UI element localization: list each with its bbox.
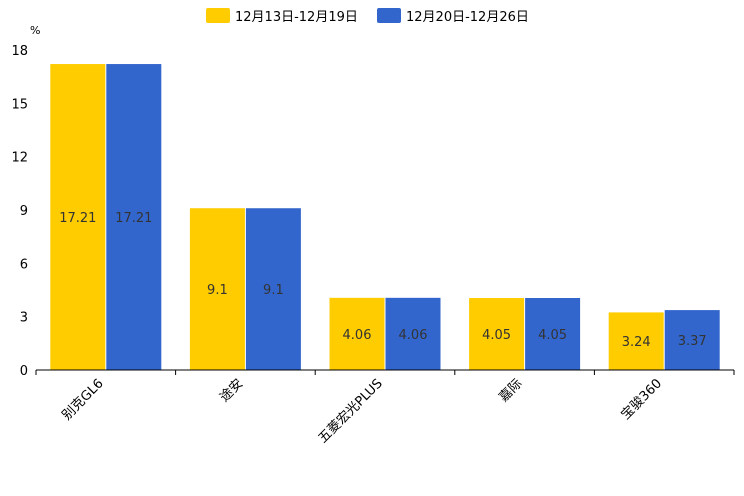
bar xyxy=(525,298,581,370)
x-tick-label: 五菱宏光PLUS xyxy=(316,376,386,446)
data-label: 17.21 xyxy=(59,211,96,226)
legend-swatch xyxy=(377,8,401,23)
data-label: 3.24 xyxy=(622,335,651,350)
data-label: 4.05 xyxy=(482,328,511,343)
y-tick-label: 12 xyxy=(11,151,28,166)
y-tick-label: 0 xyxy=(20,364,28,379)
data-label: 4.06 xyxy=(399,328,428,343)
y-tick-label: 6 xyxy=(20,257,28,272)
legend-label: 12月13日-12月19日 xyxy=(235,10,358,25)
x-tick-label: 途安 xyxy=(217,376,247,406)
y-tick-label: 3 xyxy=(20,311,28,326)
bar xyxy=(106,64,162,371)
x-tick-label: 宝骏360 xyxy=(618,376,665,423)
data-label: 3.37 xyxy=(678,334,707,349)
bar xyxy=(329,297,385,370)
data-label: 9.1 xyxy=(207,283,228,298)
bar xyxy=(189,208,245,370)
data-label: 17.21 xyxy=(115,211,152,226)
legend-swatch xyxy=(206,8,230,23)
bar xyxy=(385,297,441,370)
bar xyxy=(245,208,301,370)
bar xyxy=(469,298,525,370)
data-label: 4.05 xyxy=(538,328,567,343)
y-tick-label: 15 xyxy=(11,97,28,112)
bar xyxy=(608,312,664,370)
y-axis-unit: % xyxy=(30,24,40,37)
y-tick-label: 18 xyxy=(11,44,28,59)
bar xyxy=(664,310,720,370)
bar xyxy=(50,64,106,371)
data-label: 9.1 xyxy=(263,283,284,298)
y-tick-label: 9 xyxy=(20,204,28,219)
x-tick-label: 嘉际 xyxy=(496,376,525,405)
data-label: 4.06 xyxy=(343,328,372,343)
legend-label: 12月20日-12月26日 xyxy=(406,10,529,25)
x-tick-label: 别克GL6 xyxy=(60,376,107,423)
